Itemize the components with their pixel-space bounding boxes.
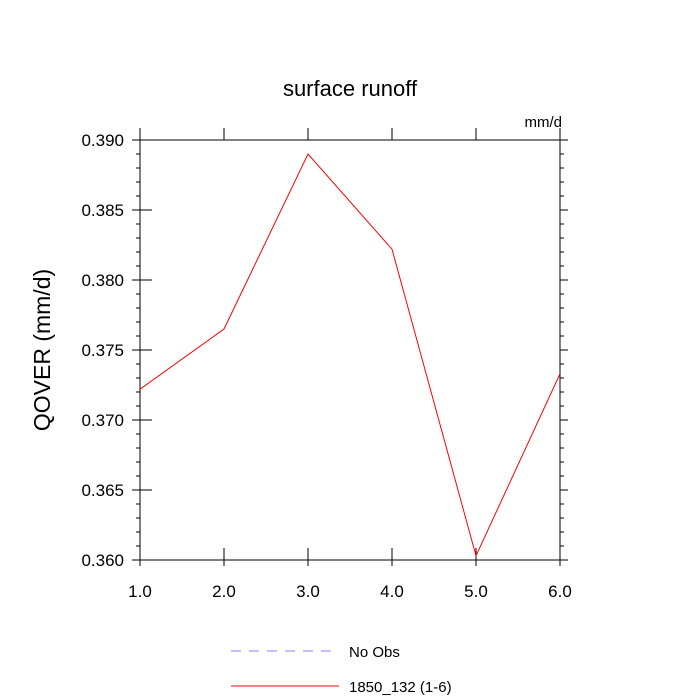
chart-title: surface runoff	[283, 76, 418, 101]
x-tick-label: 1.0	[128, 582, 152, 601]
y-tick-label: 0.375	[81, 341, 124, 360]
y-tick-label: 0.370	[81, 411, 124, 430]
x-tick-labels: 1.0 2.0 3.0 4.0 5.0 6.0	[128, 582, 572, 601]
legend-label: No Obs	[349, 644, 400, 661]
x-tick-label: 6.0	[548, 582, 572, 601]
plot-frame	[139, 139, 561, 561]
x-tick-label: 4.0	[380, 582, 404, 601]
legend-label: 1850_132 (1-6)	[349, 679, 452, 696]
axis-ticks	[132, 128, 568, 566]
y-tick-label: 0.380	[81, 271, 124, 290]
units-label: mm/d	[525, 114, 563, 131]
y-tick-label: 0.365	[81, 481, 124, 500]
y-tick-label: 0.385	[81, 201, 124, 220]
y-tick-label: 0.390	[81, 131, 124, 150]
series-line	[139, 153, 561, 558]
y-axis-label: QOVER (mm/d)	[29, 269, 55, 431]
y-tick-label: 0.360	[81, 551, 124, 570]
x-tick-label: 5.0	[464, 582, 488, 601]
series-lines	[139, 153, 561, 558]
x-tick-label: 2.0	[212, 582, 236, 601]
y-tick-labels: 0.390 0.385 0.380 0.375 0.370 0.365 0.360	[81, 131, 124, 570]
x-tick-label: 3.0	[296, 582, 320, 601]
legend: No Obs 1850_132 (1-6)	[231, 644, 452, 696]
